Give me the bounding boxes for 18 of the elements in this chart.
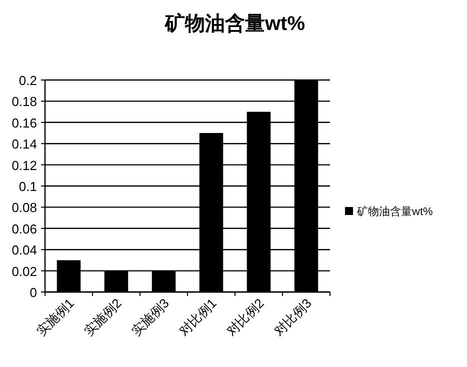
chart-title: 矿物油含量wt%: [164, 12, 306, 35]
legend-label: 矿物油含量wt%: [356, 205, 433, 218]
y-tick-label: 0.02: [12, 264, 37, 279]
y-tick-label: 0.06: [12, 221, 37, 236]
y-tick-label: 0.04: [12, 242, 37, 258]
y-tick-label: 0.1: [18, 179, 37, 194]
x-tick-label: 对比例2: [224, 296, 267, 339]
x-tick-label: 实施例3: [128, 296, 172, 339]
y-tick-label: 0.14: [12, 136, 37, 152]
x-tick-label: 实施例2: [81, 296, 124, 339]
legend: 矿物油含量wt%: [345, 206, 433, 218]
x-tick-label: 对比例1: [176, 296, 220, 339]
y-tick-label: 0.2: [18, 73, 37, 88]
x-tick-label: 对比例3: [271, 296, 314, 339]
y-tick-label: 0.18: [12, 94, 37, 110]
y-tick-label: 0.12: [12, 158, 37, 173]
y-tick-label: 0.08: [12, 200, 37, 216]
y-tick-label: 0.16: [12, 115, 37, 130]
